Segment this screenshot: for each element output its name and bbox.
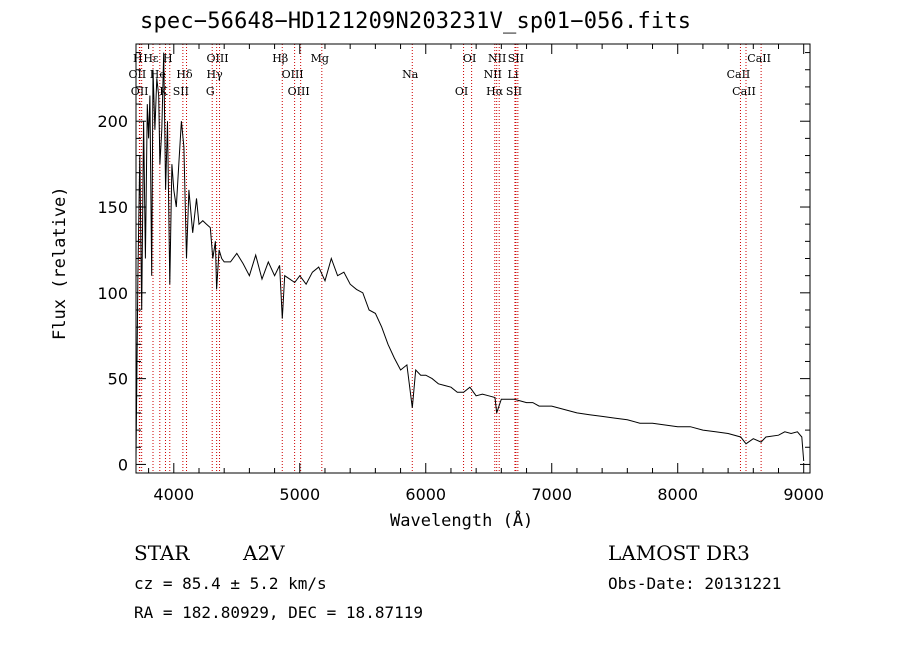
y-tick-label: 200 [97, 112, 128, 131]
y-axis-label: Flux (relative) [50, 186, 70, 340]
line-label-CaII-H: H [163, 52, 173, 65]
spectrum-curve [135, 52, 805, 462]
line-label-Na: Na [402, 68, 419, 81]
line-label-OIII-5007: OIII [288, 85, 310, 98]
line-label-H-beta: Hβ [272, 52, 288, 65]
y-tick-label: 150 [97, 198, 128, 217]
object-class: STAR [134, 541, 190, 565]
chart-title: spec−56648−HD121209N203231V_sp01−056.fit… [140, 9, 692, 34]
line-label-OII-3727: OII [129, 68, 147, 81]
line-label-OIII-4959: OIII [282, 68, 304, 81]
line-labels: HOIIOIIHεHeKHHδSIIOIIIHγGHβOIIIOIIIMgNaO… [129, 52, 771, 98]
x-tick-label: 8000 [657, 485, 698, 504]
line-label-G-band: G [206, 85, 215, 98]
line-label-H-epsilon: He [150, 68, 166, 81]
x-tick-label: 7000 [531, 485, 572, 504]
line-label-H-gamma: Hγ [207, 68, 224, 81]
line-label-HK-H: H [133, 52, 143, 65]
ra-dec: RA = 182.80929, DEC = 18.87119 [134, 603, 423, 622]
line-label-H-delta: Hδ [176, 68, 193, 81]
line-label-OI-6364: OI [463, 52, 476, 65]
line-label-OIII-4363: OIII [206, 52, 228, 65]
line-label-H-alpha: Hα [486, 85, 504, 98]
x-tick-label: 9000 [783, 485, 824, 504]
axis-ticks: 4000 5000 6000 7000 8000 9000 0 50 100 150 200 [97, 44, 824, 504]
obs-date: Obs-Date: 20131221 [608, 574, 782, 593]
line-label-SII-6716: SII [506, 85, 522, 98]
line-label-CaII-8662: CaII [747, 52, 771, 65]
survey-name: LAMOST DR3 [608, 541, 750, 565]
line-label-SII-6731: SII [508, 52, 524, 65]
line-label-OI-6300: OI [455, 85, 468, 98]
y-tick-label: 0 [118, 455, 128, 474]
line-label-CaII-8498: CaII [727, 68, 751, 81]
x-axis-label: Wavelength (Å) [390, 511, 534, 531]
y-tick-label: 50 [108, 370, 128, 389]
x-tick-label: 6000 [405, 485, 446, 504]
x-tick-label: 5000 [279, 485, 320, 504]
line-label-CaII-8542: CaII [732, 85, 756, 98]
line-label-Li: Li [508, 68, 519, 81]
object-subclass: A2V [243, 541, 285, 565]
line-label-NII-6583: NII [488, 52, 506, 65]
line-label-Mg: Mg [311, 52, 329, 65]
line-label-NII-6548: NII [484, 68, 502, 81]
line-label-H-eta: Hε [143, 52, 159, 65]
line-label-OII-3729: OII [131, 85, 149, 98]
x-tick-label: 4000 [153, 485, 194, 504]
line-label-SII-4072: SII [173, 85, 189, 98]
y-tick-label: 100 [97, 284, 128, 303]
redshift-value: cz = 85.4 ± 5.2 km/s [134, 574, 327, 593]
line-markers [138, 44, 762, 473]
plot-frame [135, 43, 811, 474]
